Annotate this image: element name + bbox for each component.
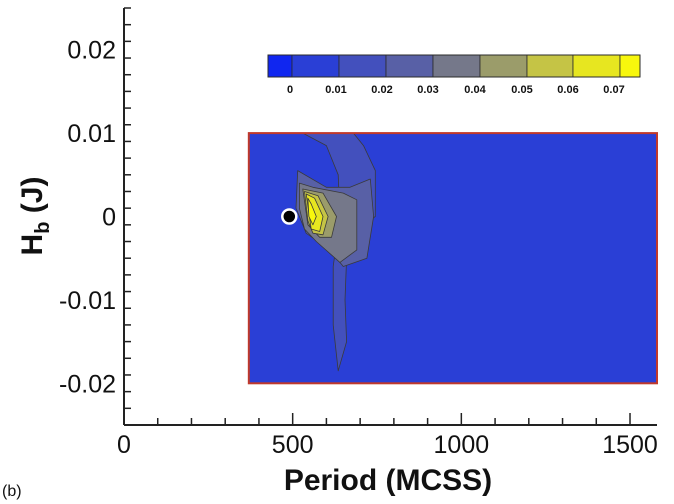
axes bbox=[123, 7, 657, 426]
colorbar-label: 0 bbox=[287, 84, 293, 96]
colorbar-swatch bbox=[432, 54, 481, 78]
colorbar-label: 0.04 bbox=[464, 84, 486, 96]
colorbar-swatch bbox=[572, 54, 621, 78]
y-axis-title: Hb (J) bbox=[16, 177, 54, 256]
colorbar-label: 0.02 bbox=[371, 84, 392, 96]
x-tick-label: 500 bbox=[272, 431, 314, 459]
panel-label: (b) bbox=[2, 483, 22, 500]
colorbar-swatch bbox=[338, 54, 387, 78]
colorbar-label: 0.07 bbox=[603, 84, 624, 96]
colorbar-label: 0.03 bbox=[417, 84, 438, 96]
plot-border bbox=[247, 132, 658, 385]
colorbar-swatch bbox=[619, 54, 641, 78]
colorbar-swatch bbox=[291, 54, 340, 78]
colorbar-swatch bbox=[526, 54, 574, 78]
colorbar: 0 0.01 0.02 0.03 0.04 0.05 0.06 0.07 bbox=[267, 54, 641, 96]
contour-plot-area bbox=[248, 133, 657, 384]
x-tick-label: 1500 bbox=[602, 431, 658, 459]
contour-background bbox=[248, 133, 657, 384]
y-axis-title-unit: (J) bbox=[16, 177, 49, 222]
marker-layer bbox=[281, 208, 298, 225]
y-tick-label: 0 bbox=[102, 204, 116, 232]
contour-level-0-07 bbox=[307, 197, 317, 226]
colorbar-label: 0.01 bbox=[325, 84, 346, 96]
data-point-marker bbox=[281, 208, 298, 225]
y-tick-label: -0.02 bbox=[59, 370, 116, 398]
contour-fill-group bbox=[295, 133, 376, 372]
x-axis-title: Period (MCSS) bbox=[284, 464, 492, 497]
y-tick-labels: 0.02 0.01 0 -0.01 -0.02 bbox=[59, 37, 116, 399]
y-axis-title-main: H bbox=[16, 234, 49, 256]
colorbar-frame bbox=[267, 54, 641, 78]
y-axis-title-subscript: b bbox=[32, 222, 54, 234]
y-tick-label: 0.02 bbox=[67, 37, 116, 65]
x-tick-label: 1000 bbox=[434, 431, 490, 459]
contour-levels bbox=[295, 133, 376, 372]
y-tick-label: -0.01 bbox=[59, 287, 116, 315]
y-tick-label: 0.01 bbox=[67, 120, 116, 148]
colorbar-swatch bbox=[479, 54, 528, 78]
colorbar-swatch bbox=[385, 54, 434, 78]
colorbar-label: 0.05 bbox=[511, 84, 532, 96]
colorbar-label: 0.06 bbox=[557, 84, 578, 96]
x-tick-labels: 0 500 1000 1500 bbox=[117, 431, 658, 459]
x-tick-label: 0 bbox=[117, 431, 131, 459]
colorbar-swatch bbox=[267, 54, 293, 78]
